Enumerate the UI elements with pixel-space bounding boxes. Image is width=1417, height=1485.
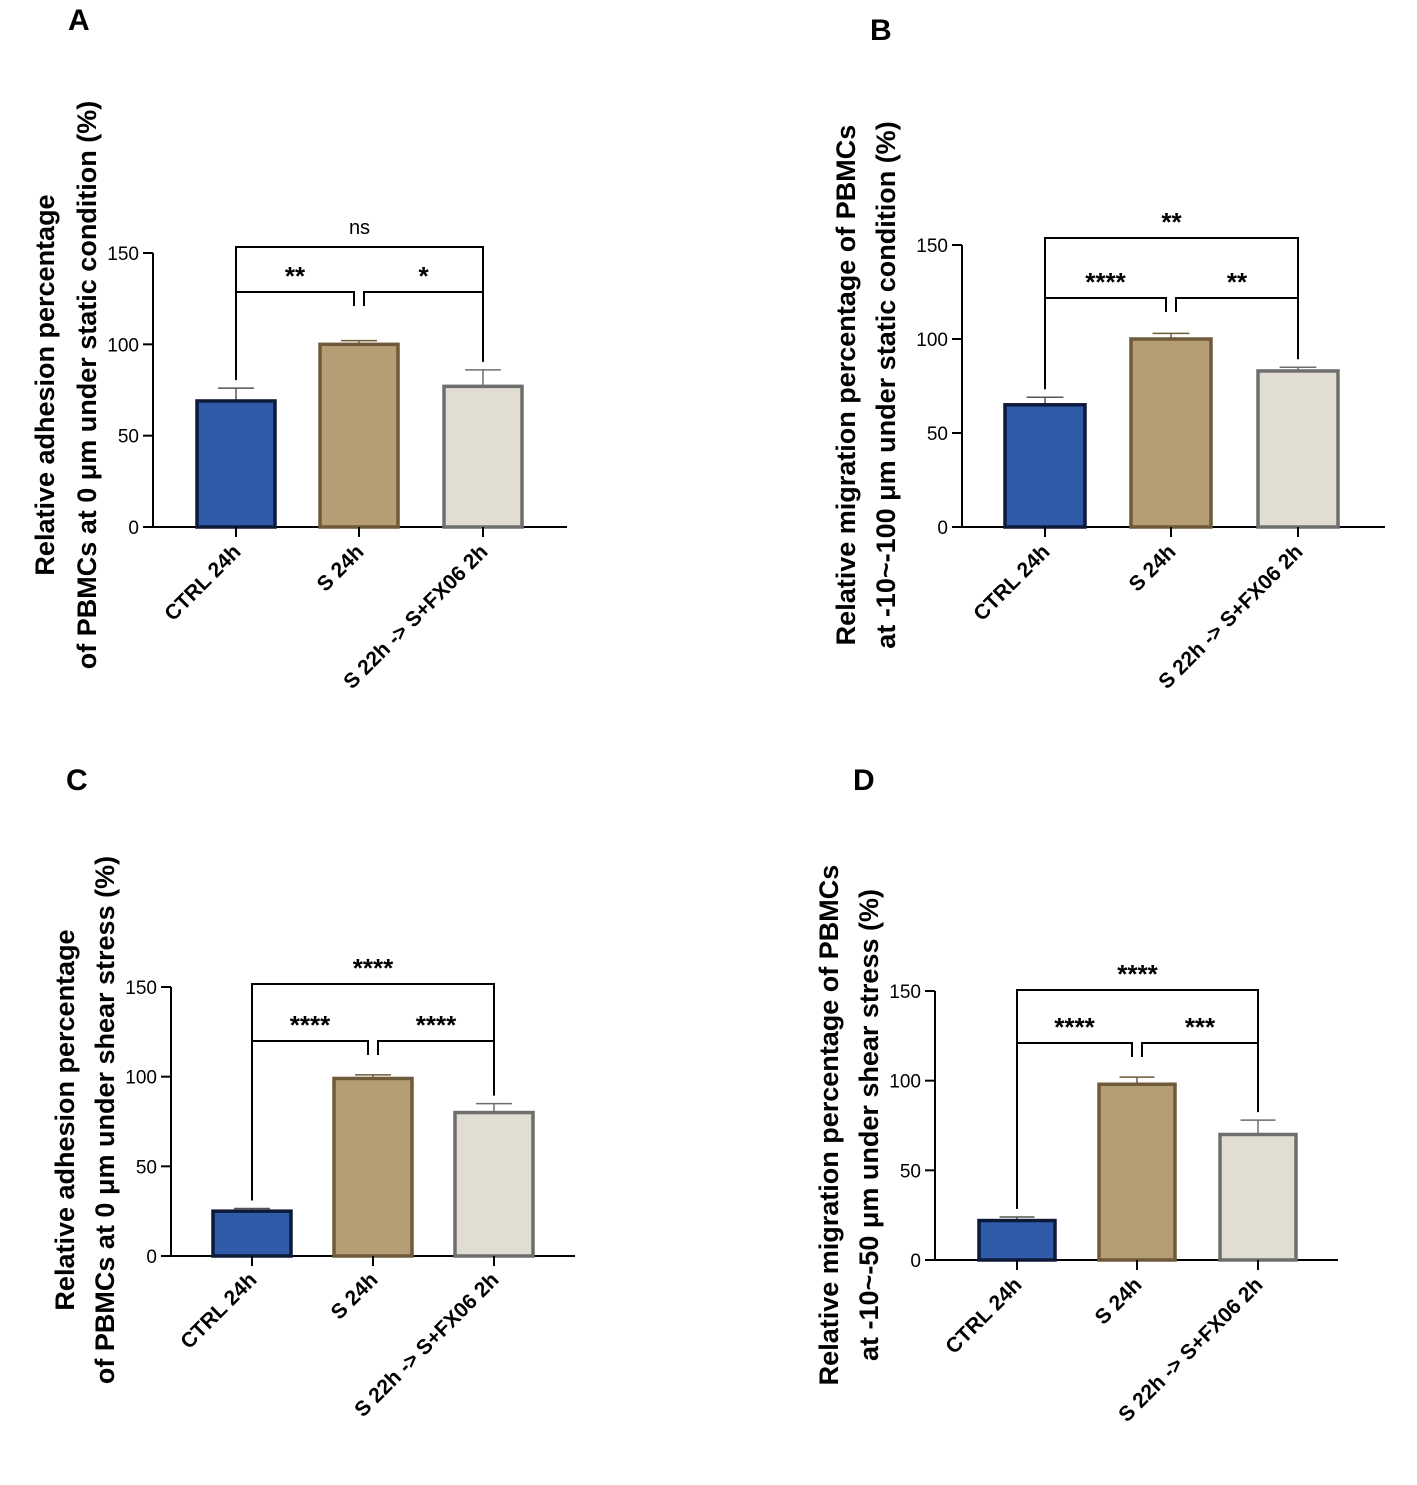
bar-cat-s-24h [1097, 1082, 1177, 1262]
significance-label: * [418, 261, 429, 291]
x-tick-label: CTRL 24h [969, 540, 1054, 625]
x-tick-label: S 24h [313, 540, 369, 596]
x-tick-label: S 22h -> S+FX06 2h [339, 540, 492, 693]
y-tick-label: 0 [146, 1247, 157, 1268]
bar-cat-ctrl-24h [195, 399, 277, 529]
significance-label: **** [290, 1010, 331, 1040]
y-tick-label: 50 [136, 1157, 157, 1178]
y-tick-label: 50 [900, 1161, 921, 1182]
significance-bracket [1016, 989, 1259, 1207]
x-tick-label: S 24h [1125, 540, 1181, 596]
significance-label: **** [1054, 1012, 1095, 1042]
bar-cat-ctrl-24h [211, 1209, 293, 1258]
panel-c: C Relative adhesion percentage of PBMCs at… [50, 764, 575, 1422]
y-tick-label: 0 [910, 1251, 921, 1272]
y-tick-label: 50 [927, 424, 948, 445]
x-tick-label: S 24h [327, 1268, 383, 1324]
significance-bracket [235, 246, 484, 379]
y-tick-label: 150 [916, 236, 948, 257]
y-tick-label: 150 [125, 978, 157, 999]
significance-label: **** [1085, 267, 1126, 297]
significance-label: *** [1185, 1012, 1216, 1042]
bar-cat-s-24h [1129, 337, 1213, 529]
y-tick-label: 100 [125, 1068, 157, 1089]
y-axis-title-line: Relative migration percentage of PBMCs [831, 125, 861, 646]
bar-cat-s-24h [332, 1076, 414, 1258]
y-tick-label: 100 [889, 1072, 921, 1093]
panel-letter: A [68, 4, 90, 37]
significance-bracket [1044, 237, 1299, 388]
panel-letter: B [870, 14, 892, 47]
x-tick-label: CTRL 24h [160, 540, 245, 625]
panel-b: B Relative migration percentage of PBMCs a… [831, 14, 1385, 694]
significance-label: **** [353, 953, 394, 983]
y-axis-title-line: Relative adhesion percentage [30, 194, 60, 575]
significance-label: ** [1227, 267, 1248, 297]
panel-letter: C [66, 764, 88, 797]
significance-label: **** [416, 1010, 457, 1040]
bar-cat-s22h-fx06 [1218, 1132, 1298, 1262]
significance-label: **** [1117, 959, 1158, 989]
significance-label: ns [349, 217, 370, 239]
significance-bracket [251, 983, 495, 1199]
y-axis-title-line: Relative adhesion percentage [50, 929, 80, 1310]
bar-cat-s-24h [318, 342, 400, 529]
bar-cat-ctrl-24h [977, 1218, 1057, 1262]
panel-d: D Relative migration percentage of PBMCs a… [814, 764, 1338, 1427]
x-tick-label: S 24h [1091, 1273, 1147, 1329]
y-tick-label: 100 [916, 330, 948, 351]
panel-a: A Relative adhesion percentage of PBMCs at… [30, 4, 567, 694]
bar-cat-s22h-fx06 [442, 384, 524, 529]
y-axis-title-line: of PBMCs at 0 μm under shear stress (%) [90, 856, 120, 1384]
bar-cat-ctrl-24h [1003, 403, 1087, 529]
significance-label: ** [285, 261, 306, 291]
x-tick-label: CTRL 24h [941, 1273, 1026, 1358]
y-tick-label: 50 [118, 427, 139, 448]
y-tick-label: 0 [937, 518, 948, 539]
y-tick-label: 150 [889, 982, 921, 1003]
bar-cat-s22h-fx06 [453, 1110, 535, 1258]
y-axis-title-line: Relative migration percentage of PBMCs [814, 865, 844, 1386]
significance-label: ** [1161, 207, 1182, 237]
y-tick-label: 0 [128, 518, 139, 539]
y-tick-label: 100 [107, 335, 139, 356]
y-tick-label: 150 [107, 244, 139, 265]
panel-letter: D [853, 764, 875, 797]
bar-cat-s22h-fx06 [1256, 369, 1340, 529]
x-tick-label: S 22h -> S+FX06 2h [1154, 540, 1307, 693]
y-axis-title-line: at -10~-100 μm under static condition (%… [871, 121, 901, 648]
y-axis-title-line: at -10~-50 μm under shear stress (%) [854, 889, 884, 1361]
x-tick-label: CTRL 24h [176, 1268, 261, 1353]
y-axis-title-line: of PBMCs at 0 μm under static condition … [72, 101, 102, 670]
